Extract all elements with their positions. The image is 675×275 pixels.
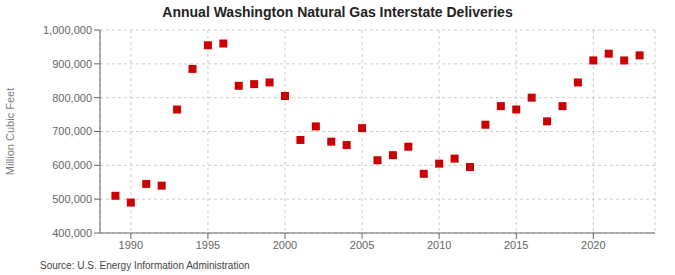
svg-text:900,000: 900,000 — [52, 58, 92, 70]
svg-text:2015: 2015 — [504, 239, 528, 251]
svg-text:800,000: 800,000 — [52, 92, 92, 104]
html-text:Annual Washington Natural Gas: Annual Washington Natural Gas Interstate… — [162, 4, 513, 20]
svg-text:2010: 2010 — [427, 239, 451, 251]
svg-text:2005: 2005 — [350, 239, 374, 251]
svg-text:1995: 1995 — [196, 239, 220, 251]
html-text:Source: U.S. Energy Informatio: Source: U.S. Energy Information Administ… — [40, 260, 250, 271]
svg-text:700,000: 700,000 — [52, 125, 92, 137]
svg-text:500,000: 500,000 — [52, 193, 92, 205]
svg-text:1990: 1990 — [119, 239, 143, 251]
svg-text:600,000: 600,000 — [52, 159, 92, 171]
svg-text:1,000,000: 1,000,000 — [43, 24, 92, 36]
svg-text:2000: 2000 — [273, 239, 297, 251]
svg-text:2020: 2020 — [581, 239, 605, 251]
svg-text:400,000: 400,000 — [52, 227, 92, 239]
svg-text:Million Cubic Feet: Million Cubic Feet — [8, 88, 16, 175]
